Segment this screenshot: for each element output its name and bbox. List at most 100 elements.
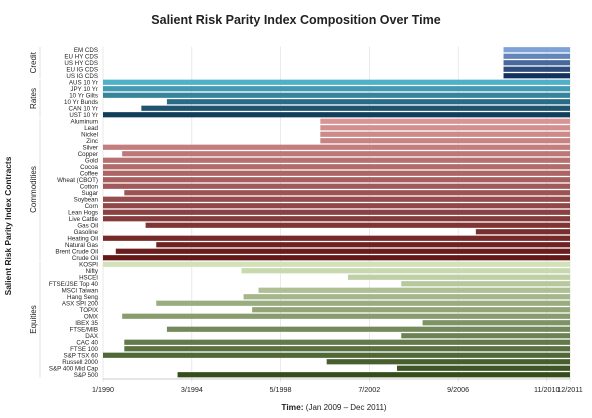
bar-eu-hy-cds — [503, 53, 570, 59]
contract-label: Copper — [78, 151, 98, 158]
contract-label: FTSE 100 — [70, 346, 98, 353]
contract-label: Coffee — [80, 171, 99, 178]
bar-ftse-jse-top-40 — [401, 281, 570, 287]
bar-silver — [103, 144, 570, 150]
group-labels: Credit Rates Commodities Equities — [29, 47, 41, 378]
x-tick-label: 12/2011 — [557, 385, 582, 394]
contract-label: S&P 400 Mid Cap — [49, 366, 99, 373]
contract-label: 10 Yr Bunds — [64, 99, 98, 106]
bar-aus-10-yr — [103, 79, 570, 85]
contract-label: Lead — [84, 125, 98, 132]
contract-label: Heating Oil — [67, 236, 98, 243]
contract-label: S&P TSX 60 — [63, 353, 98, 360]
bar-ust-10-yr — [103, 112, 570, 118]
contract-label: DAX — [85, 333, 98, 340]
x-axis-label-rest: (Jan 2009 – Dec 2011) — [304, 403, 387, 412]
contract-label: UST 10 Yr — [69, 112, 98, 119]
bar-aluminum — [320, 118, 570, 124]
contract-label: Brent Crude Oil — [55, 249, 98, 256]
contract-label: EU HY CDS — [64, 54, 98, 61]
contract-label: Nifty — [86, 268, 99, 275]
x-tick-label: 9/2006 — [447, 385, 469, 394]
bar-dax — [401, 333, 570, 339]
x-axis-label: Time: (Jan 2009 – Dec 2011) — [281, 402, 387, 412]
contract-label: Nickel — [81, 132, 98, 139]
contract-label: FTSE/MIB — [69, 327, 98, 334]
contract-label: US HY CDS — [64, 60, 98, 67]
bar-coffee — [103, 170, 570, 176]
group-label-equities: Equities — [29, 305, 38, 333]
bar-can-10-yr — [141, 105, 570, 111]
contract-label: S&P 500 — [74, 372, 99, 379]
x-tick-label: 11/2010 — [534, 385, 559, 394]
contract-label: Crude Oil — [72, 255, 98, 262]
bar-asx-spi-200 — [156, 300, 571, 306]
contract-label: Cocoa — [80, 164, 98, 171]
bar-heating-oil — [103, 235, 570, 241]
bar-russell-2000 — [326, 359, 570, 365]
bar-gasoline — [475, 229, 570, 235]
contract-label: TOPIX — [80, 307, 98, 314]
bar-10-yr-bunds — [166, 99, 570, 105]
contract-label: MSCI Taiwan — [62, 288, 99, 295]
contract-label: Gas Oil — [77, 223, 98, 230]
contract-label: Live Cattle — [69, 216, 99, 223]
contract-label: IBEX 35 — [75, 320, 98, 327]
contract-label: OMX — [84, 314, 98, 321]
bar-nickel — [320, 131, 570, 137]
bar-msci-taiwan — [258, 287, 570, 293]
contract-label: JPY 10 Yr — [70, 86, 98, 93]
group-label-commodities: Commodities — [29, 166, 38, 213]
contract-label: CAN 10 Yr — [69, 106, 98, 113]
contract-label: Aluminum — [70, 119, 98, 126]
contract-label: Gold — [85, 158, 99, 165]
bar-soybean — [103, 196, 570, 202]
bar-cotton — [103, 183, 570, 189]
bar-copper — [122, 151, 571, 157]
bar-omx — [122, 313, 571, 319]
bar-em-cds — [503, 47, 570, 53]
bar-us-hy-cds — [503, 60, 570, 66]
contract-label: Gasoline — [74, 229, 99, 236]
bar-gold — [103, 157, 570, 163]
bars — [103, 47, 571, 378]
contract-label: Cotton — [80, 184, 99, 191]
contract-label: FTSE/JSE Top 40 — [49, 281, 99, 288]
contract-label: CAC 40 — [76, 340, 98, 347]
bar-natural-gas — [156, 242, 571, 248]
bar-eu-ig-cds — [503, 66, 570, 72]
bar-live-cattle — [103, 216, 570, 222]
contract-label: Corn — [85, 203, 99, 210]
bar-crude-oil — [103, 255, 570, 261]
bar-zinc — [320, 138, 570, 144]
bar-cac-40 — [124, 339, 570, 345]
bar-ftse-100 — [124, 346, 570, 352]
bar-hang-seng — [243, 294, 570, 300]
contract-label: HSCEI — [79, 275, 98, 282]
contract-label: AUS 10 Yr — [69, 80, 98, 87]
x-axis-label-bold: Time: — [281, 402, 303, 412]
bar-hscei — [348, 274, 570, 280]
bar-us-ig-cds — [503, 73, 570, 79]
x-tick-label: 5/1998 — [269, 385, 291, 394]
chart-title: Salient Risk Parity Index Composition Ov… — [151, 13, 440, 27]
bar-s-p-500 — [177, 372, 571, 378]
contract-label: Zinc — [86, 138, 98, 145]
bar-gas-oil — [145, 222, 570, 228]
x-tick-label: 1/1990 — [92, 385, 114, 394]
contract-label: ASX SPI 200 — [62, 301, 99, 308]
contract-label: EU IG CDS — [66, 67, 98, 74]
x-tick-label: 7/2002 — [358, 385, 380, 394]
contract-label: Soybean — [74, 197, 99, 204]
bar-s-p-400-mid-cap — [397, 365, 570, 371]
bar-s-p-tsx-60 — [103, 352, 570, 358]
bar-corn — [103, 203, 570, 209]
contract-label: Sugar — [81, 190, 98, 197]
contract-label: Hang Seng — [67, 294, 99, 301]
bar-brent-crude-oil — [115, 248, 571, 254]
bar-cocoa — [103, 164, 570, 170]
y-axis-label: Salient Risk Parity Index Contracts — [3, 156, 13, 295]
group-label-credit: Credit — [29, 51, 38, 73]
